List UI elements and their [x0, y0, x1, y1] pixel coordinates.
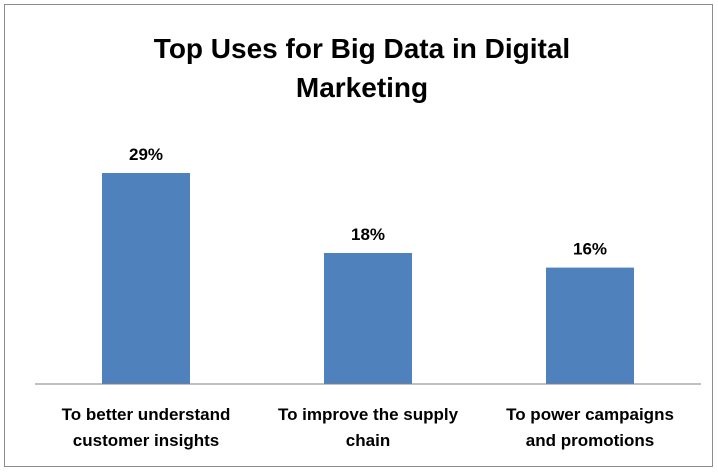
data-label-2: 18% — [351, 225, 385, 244]
data-labels: 29% 18% 16% — [129, 145, 607, 259]
category-label-3-line-1: To power campaigns — [506, 405, 674, 424]
bar-chart: Top Uses for Big Data in Digital Marketi… — [35, 33, 701, 450]
bar-2 — [324, 253, 412, 384]
category-label-1-line-2: customer insights — [73, 431, 219, 450]
chart-title-line-2: Marketing — [296, 72, 428, 103]
bar-3 — [546, 267, 634, 384]
bar-1 — [102, 173, 190, 384]
category-label-2-line-1: To improve the supply — [278, 405, 459, 424]
data-label-3: 16% — [573, 240, 607, 259]
category-label-2-line-2: chain — [346, 431, 390, 450]
data-label-1: 29% — [129, 145, 163, 164]
bars — [102, 173, 634, 384]
category-labels: To better understand customer insights To … — [62, 405, 674, 450]
chart-title-line-1: Top Uses for Big Data in Digital — [154, 33, 570, 64]
category-label-1-line-1: To better understand — [62, 405, 231, 424]
chart-frame: Top Uses for Big Data in Digital Marketi… — [4, 4, 713, 467]
category-label-3-line-2: and promotions — [526, 431, 654, 450]
chart-title: Top Uses for Big Data in Digital Marketi… — [154, 33, 570, 103]
